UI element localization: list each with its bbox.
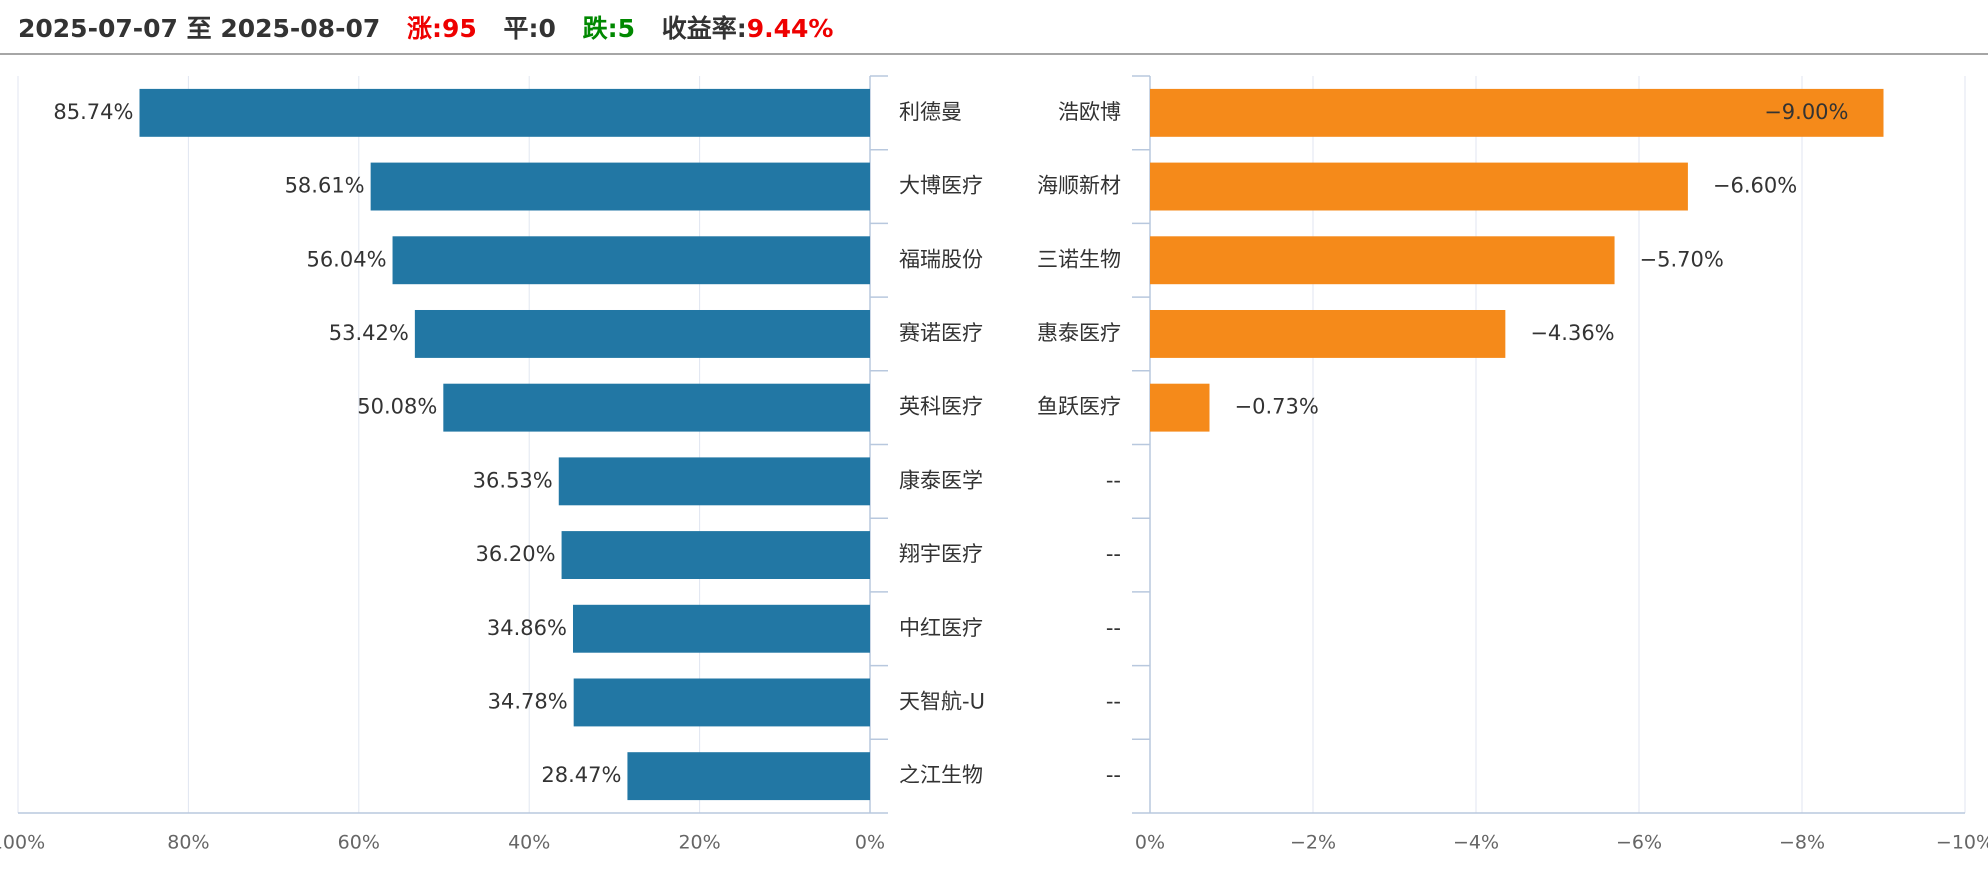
category-label: 翔宇医疗 [899, 542, 983, 566]
bar [443, 383, 870, 432]
category-label: 大博医疗 [899, 174, 983, 198]
value-label: 36.53% [473, 468, 553, 492]
return-value: 9.44% [747, 14, 834, 43]
x-tick-label: 0% [855, 832, 885, 854]
value-label: 50.08% [357, 395, 437, 419]
category-label: 康泰医学 [899, 468, 983, 492]
bar [139, 88, 871, 137]
category-label: -- [1106, 468, 1121, 492]
x-tick-label: −6% [1616, 832, 1662, 854]
bar [573, 678, 870, 727]
category-label: 赛诺医疗 [899, 321, 983, 345]
category-label: 天智航-U [899, 689, 985, 713]
value-label: 58.61% [285, 174, 365, 198]
bar [1150, 383, 1210, 432]
category-label: 三诺生物 [1037, 247, 1121, 271]
bar [1150, 162, 1688, 211]
bar [392, 236, 870, 285]
category-label: -- [1106, 616, 1121, 640]
x-tick-label: −10% [1936, 832, 1988, 854]
bar [370, 162, 870, 211]
category-label: -- [1106, 763, 1121, 787]
category-label: -- [1106, 542, 1121, 566]
up-count: 95 [442, 14, 477, 43]
down-count: 5 [618, 14, 635, 43]
x-tick-label: 20% [678, 832, 720, 854]
bar [572, 604, 870, 653]
value-label: 34.78% [488, 689, 568, 713]
value-label: −5.70% [1640, 247, 1724, 271]
category-label: 鱼跃医疗 [1037, 395, 1121, 419]
x-tick-label: 60% [338, 832, 380, 854]
bar [558, 457, 870, 506]
value-label: −0.73% [1234, 395, 1318, 419]
value-label: 36.20% [475, 542, 555, 566]
bar [561, 531, 870, 580]
category-label: 利德曼 [899, 100, 962, 124]
category-label: 英科医疗 [899, 395, 983, 419]
category-label: 之江生物 [899, 763, 983, 787]
category-label: 福瑞股份 [899, 247, 983, 271]
value-label: 53.42% [329, 321, 409, 345]
bar [414, 309, 870, 358]
category-label: 浩欧博 [1058, 100, 1121, 124]
value-label: 28.47% [541, 763, 621, 787]
bar [627, 752, 870, 801]
category-label: 惠泰医疗 [1037, 321, 1121, 345]
x-tick-label: 40% [508, 832, 550, 854]
value-label: 34.86% [487, 616, 567, 640]
return-label: 收益率: [662, 14, 747, 43]
x-tick-label: −4% [1453, 832, 1499, 854]
x-tick-label: 80% [167, 832, 209, 854]
bar [1150, 88, 1884, 137]
up-label: 涨: [407, 14, 442, 43]
bar [1150, 309, 1506, 358]
value-label: 85.74% [53, 100, 133, 124]
category-label: 海顺新材 [1037, 174, 1121, 198]
x-tick-label: 0% [1135, 832, 1165, 854]
value-label: −9.00% [1764, 100, 1848, 124]
down-label: 跌: [583, 14, 618, 43]
x-tick-label: −2% [1290, 832, 1336, 854]
date-range: 2025-07-07 至 2025-08-07 [18, 14, 380, 43]
x-tick-label: 100% [0, 832, 45, 854]
x-tick-label: −8% [1779, 832, 1825, 854]
value-label: 56.04% [306, 247, 386, 271]
bar [1150, 236, 1615, 285]
header: 2025-07-07 至 2025-08-07 涨:95 平:0 跌:5 收益率… [18, 14, 833, 43]
category-label: -- [1106, 689, 1121, 713]
flat-count: 0 [538, 14, 555, 43]
flat-label: 平: [503, 14, 538, 43]
category-label: 中红医疗 [899, 616, 983, 640]
value-label: −4.36% [1530, 321, 1614, 345]
value-label: −6.60% [1713, 174, 1797, 198]
